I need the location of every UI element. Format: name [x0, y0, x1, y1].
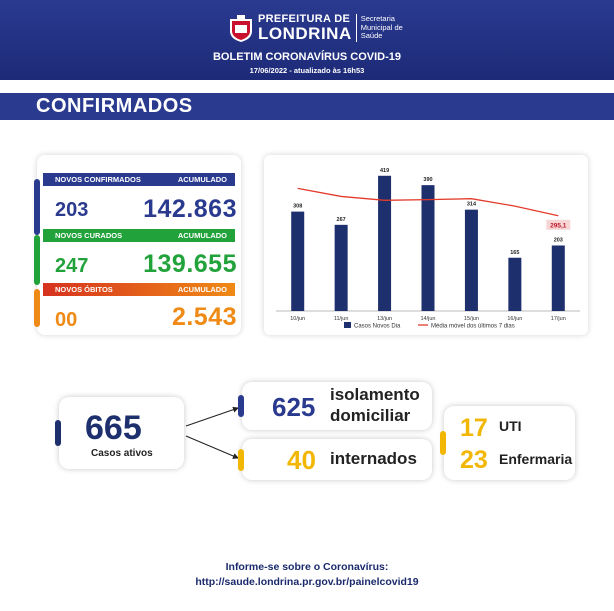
deaths-header: NOVOS ÓBITOS ACUMULADO	[43, 283, 235, 296]
section-banner	[0, 93, 614, 120]
ward-count: 23	[460, 446, 488, 474]
recovered-accent	[34, 235, 40, 285]
confirmed-label: NOVOS CONFIRMADOS	[55, 175, 141, 184]
cases-chart: 308 10/jun 267 11/jun 419 13/jun 390 14/jun 314 1…	[276, 168, 580, 330]
active-cases-label: Casos ativos	[91, 448, 153, 459]
hospitalized-label: internados	[330, 449, 417, 468]
moving-average-value-label: 295,1	[550, 222, 567, 229]
secretariat-line: Municipal de	[360, 22, 403, 32]
active-cases-accent	[55, 420, 61, 446]
home-isolation-card: 625 isolamento domiciliar	[242, 382, 432, 430]
confirmed-acc-label: ACUMULADO	[177, 175, 227, 184]
x-tick-label: 11/jun	[334, 316, 349, 322]
x-tick-label: 14/jun	[421, 316, 436, 322]
x-tick-label: 13/jun	[377, 316, 392, 322]
confirmed-header: NOVOS CONFIRMADOS ACUMULADO	[43, 173, 235, 186]
confirmed-total-value: 142.863	[143, 195, 237, 223]
home-isolation-count: 625	[272, 392, 316, 422]
bar-value-label: 267	[337, 217, 346, 223]
active-cases-card: 665 Casos ativos	[59, 397, 184, 469]
active-cases-count: 665	[85, 409, 142, 447]
bar	[464, 209, 478, 311]
deaths-acc-label: ACUMULADO	[177, 285, 227, 294]
bar	[508, 257, 522, 311]
home-isolation-label-2: domiciliar	[330, 406, 411, 425]
hospitalized-card: 40 internados	[242, 439, 432, 480]
bar-value-label: 314	[467, 202, 477, 208]
bar	[378, 175, 392, 311]
legend-swatch-bars	[344, 322, 351, 328]
confirmed-accent	[34, 179, 40, 235]
secretariat-line: Secretaria	[360, 14, 395, 24]
confirmed-day-value: 203	[55, 199, 89, 221]
deaths-total-value: 2.543	[171, 303, 237, 331]
recovered-total-value: 139.655	[143, 250, 237, 278]
secretariat-line: Saúde	[360, 31, 383, 41]
deaths-day-value: 00	[55, 309, 78, 331]
footer-info: Informe-se sobre o Coronavírus:	[225, 561, 389, 573]
bar	[291, 211, 305, 311]
hospital-breakdown-accent	[440, 431, 446, 455]
bar-value-label: 419	[380, 168, 389, 174]
recovered-acc-label: ACUMULADO	[177, 231, 227, 240]
bar	[551, 245, 565, 311]
legend-label-bars: Casos Novos Dia	[354, 324, 401, 330]
chart-card: 308 10/jun 267 11/jun 419 13/jun 390 14/jun 314 1…	[264, 155, 588, 335]
x-tick-label: 15/jun	[464, 316, 479, 322]
bulletin-title: BOLETIM CORONAVÍRUS COVID-19	[212, 51, 402, 63]
ward-label: Enfermaria	[499, 451, 573, 467]
hospital-breakdown-card: 17 UTI 23 Enfermaria	[444, 406, 575, 480]
moving-average-line	[297, 187, 559, 217]
brand-divider	[355, 14, 357, 42]
branch-arrows	[185, 406, 239, 459]
icu-label: UTI	[499, 418, 522, 434]
header-banner	[0, 0, 614, 80]
bar-value-label: 203	[554, 237, 563, 243]
recovered-label: NOVOS CURADOS	[55, 231, 123, 240]
recovered-day-value: 247	[55, 255, 89, 277]
hospitalized-accent	[238, 449, 244, 471]
bar	[334, 224, 348, 311]
bar	[421, 185, 435, 311]
x-tick-label: 16/jun	[507, 316, 522, 322]
deaths-label: NOVOS ÓBITOS	[55, 285, 113, 294]
secretariat-text: Secretaria Municipal de Saúde	[360, 14, 403, 41]
brand-text: PREFEITURA DE LONDRINA	[258, 13, 352, 43]
brand-prefix: PREFEITURA DE	[258, 13, 351, 25]
stats-card: NOVOS CONFIRMADOS ACUMULADO 203 142.863 …	[34, 155, 241, 335]
prefeitura-logo: PREFEITURA DE LONDRINA Secretaria Munici…	[228, 12, 403, 44]
brand-city: LONDRINA	[258, 24, 352, 43]
deaths-accent	[34, 289, 40, 327]
recovered-header: NOVOS CURADOS ACUMULADO	[43, 229, 235, 242]
x-tick-label: 10/jun	[290, 316, 305, 322]
bar-value-label: 308	[293, 204, 302, 210]
bar-value-label: 165	[510, 250, 519, 256]
bulletin-date: 17/06/2022 - atualizado às 16h53	[249, 66, 365, 75]
footer-link[interactable]: http://saude.londrina.pr.gov.br/painelco…	[195, 576, 419, 588]
highlight-label-bg	[546, 219, 571, 230]
home-isolation-accent	[238, 395, 244, 417]
icu-count: 17	[460, 414, 488, 442]
home-isolation-label-1: isolamento	[330, 385, 420, 404]
city-crest-icon	[230, 15, 252, 42]
legend-label-line: Média móvel dos últimos 7 dias	[431, 324, 515, 330]
section-title: CONFIRMADOS	[36, 95, 193, 117]
hospitalized-count: 40	[287, 445, 316, 475]
x-tick-label: 17/jun	[551, 316, 566, 322]
bar-value-label: 390	[423, 177, 432, 183]
